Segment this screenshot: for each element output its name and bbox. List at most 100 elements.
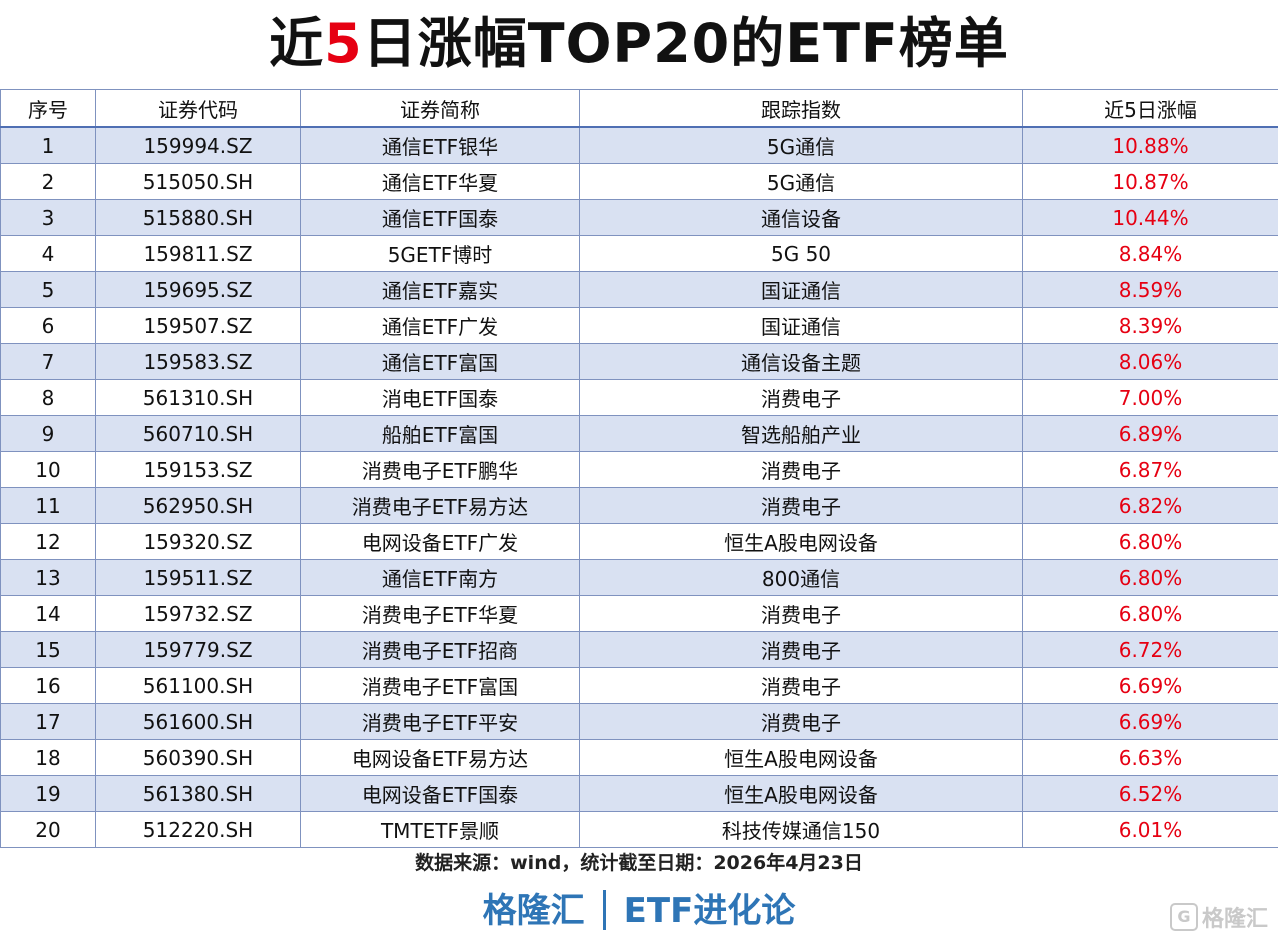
- rank-cell: 19: [0, 775, 96, 812]
- table-row: 6 159507.SZ 通信ETF广发 国证通信 8.39%: [0, 307, 1278, 344]
- index-cell: 5G 50: [579, 235, 1023, 272]
- name-cell: 消费电子ETF鹏华: [300, 451, 580, 488]
- rank-cell: 3: [0, 199, 96, 236]
- change-cell: 6.01%: [1022, 811, 1278, 848]
- code-cell: 159732.SZ: [95, 595, 301, 632]
- change-cell: 8.84%: [1022, 235, 1278, 272]
- index-cell: 5G通信: [579, 126, 1023, 164]
- code-cell: 159583.SZ: [95, 343, 301, 380]
- index-cell: 恒生A股电网设备: [579, 775, 1023, 812]
- name-cell: 5GETF博时: [300, 235, 580, 272]
- rank-cell: 15: [0, 631, 96, 668]
- name-cell: 消费电子ETF招商: [300, 631, 580, 668]
- code-cell: 159994.SZ: [95, 126, 301, 164]
- table-row: 5 159695.SZ 通信ETF嘉实 国证通信 8.59%: [0, 271, 1278, 308]
- rank-cell: 12: [0, 523, 96, 560]
- rank-cell: 17: [0, 703, 96, 740]
- rank-cell: 4: [0, 235, 96, 272]
- watermark-logo: G 格隆汇: [1169, 901, 1268, 933]
- table-row: 14 159732.SZ 消费电子ETF华夏 消费电子 6.80%: [0, 595, 1278, 632]
- rank-cell: 1: [0, 126, 96, 164]
- table-row: 13 159511.SZ 通信ETF南方 800通信 6.80%: [0, 559, 1278, 596]
- table-row: 20 512220.SH TMTETF景顺 科技传媒通信150 6.01%: [0, 811, 1278, 848]
- change-cell: 8.59%: [1022, 271, 1278, 308]
- table-row: 19 561380.SH 电网设备ETF国泰 恒生A股电网设备 6.52%: [0, 775, 1278, 812]
- table-row: 11 562950.SH 消费电子ETF易方达 消费电子 6.82%: [0, 487, 1278, 524]
- change-cell: 6.82%: [1022, 487, 1278, 524]
- table-row: 4 159811.SZ 5GETF博时 5G 50 8.84%: [0, 235, 1278, 272]
- change-cell: 6.63%: [1022, 739, 1278, 776]
- name-cell: 消费电子ETF华夏: [300, 595, 580, 632]
- rank-cell: 14: [0, 595, 96, 632]
- header-name: 证券简称: [300, 89, 580, 128]
- header-index: 跟踪指数: [579, 89, 1023, 128]
- name-cell: 通信ETF银华: [300, 126, 580, 164]
- brand-footer: 格隆汇 ETF进化论: [0, 887, 1278, 935]
- header-change: 近5日涨幅: [1022, 89, 1278, 128]
- index-cell: 恒生A股电网设备: [579, 523, 1023, 560]
- table-row: 8 561310.SH 消电ETF国泰 消费电子 7.00%: [0, 379, 1278, 416]
- title-highlight-number: 5: [324, 12, 363, 75]
- rank-cell: 11: [0, 487, 96, 524]
- index-cell: 消费电子: [579, 703, 1023, 740]
- name-cell: 消费电子ETF富国: [300, 667, 580, 704]
- brand-name: 格隆汇: [482, 891, 585, 931]
- name-cell: 消电ETF国泰: [300, 379, 580, 416]
- index-cell: 恒生A股电网设备: [579, 739, 1023, 776]
- code-cell: 159811.SZ: [95, 235, 301, 272]
- rank-cell: 6: [0, 307, 96, 344]
- rank-cell: 10: [0, 451, 96, 488]
- code-cell: 159153.SZ: [95, 451, 301, 488]
- table-header-row: 序号 证券代码 证券简称 跟踪指数 近5日涨幅: [0, 89, 1278, 128]
- index-cell: 消费电子: [579, 667, 1023, 704]
- index-cell: 消费电子: [579, 595, 1023, 632]
- code-cell: 562950.SH: [95, 487, 301, 524]
- rank-cell: 20: [0, 811, 96, 848]
- code-cell: 560390.SH: [95, 739, 301, 776]
- name-cell: 通信ETF广发: [300, 307, 580, 344]
- index-cell: 800通信: [579, 559, 1023, 596]
- code-cell: 561600.SH: [95, 703, 301, 740]
- index-cell: 通信设备: [579, 199, 1023, 236]
- change-cell: 6.69%: [1022, 667, 1278, 704]
- brand-column-name: ETF进化论: [623, 891, 796, 931]
- change-cell: 6.52%: [1022, 775, 1278, 812]
- table-row: 10 159153.SZ 消费电子ETF鹏华 消费电子 6.87%: [0, 451, 1278, 488]
- index-cell: 5G通信: [579, 163, 1023, 200]
- index-cell: 智选船舶产业: [579, 415, 1023, 452]
- table-row: 2 515050.SH 通信ETF华夏 5G通信 10.87%: [0, 163, 1278, 200]
- name-cell: 电网设备ETF广发: [300, 523, 580, 560]
- index-cell: 消费电子: [579, 487, 1023, 524]
- index-cell: 消费电子: [579, 379, 1023, 416]
- table-row: 7 159583.SZ 通信ETF富国 通信设备主题 8.06%: [0, 343, 1278, 380]
- code-cell: 159320.SZ: [95, 523, 301, 560]
- table-row: 18 560390.SH 电网设备ETF易方达 恒生A股电网设备 6.63%: [0, 739, 1278, 776]
- name-cell: 消费电子ETF平安: [300, 703, 580, 740]
- rank-cell: 8: [0, 379, 96, 416]
- code-cell: 159507.SZ: [95, 307, 301, 344]
- rank-cell: 9: [0, 415, 96, 452]
- table-row: 15 159779.SZ 消费电子ETF招商 消费电子 6.72%: [0, 631, 1278, 668]
- change-cell: 10.87%: [1022, 163, 1278, 200]
- name-cell: 通信ETF国泰: [300, 199, 580, 236]
- name-cell: 通信ETF华夏: [300, 163, 580, 200]
- name-cell: 通信ETF富国: [300, 343, 580, 380]
- name-cell: 消费电子ETF易方达: [300, 487, 580, 524]
- change-cell: 10.88%: [1022, 126, 1278, 164]
- code-cell: 159779.SZ: [95, 631, 301, 668]
- table-row: 1 159994.SZ 通信ETF银华 5G通信 10.88%: [0, 126, 1278, 164]
- change-cell: 8.39%: [1022, 307, 1278, 344]
- brand-separator: [602, 889, 606, 930]
- code-cell: 515050.SH: [95, 163, 301, 200]
- code-cell: 560710.SH: [95, 415, 301, 452]
- name-cell: TMTETF景顺: [300, 811, 580, 848]
- rank-cell: 7: [0, 343, 96, 380]
- code-cell: 561310.SH: [95, 379, 301, 416]
- name-cell: 通信ETF南方: [300, 559, 580, 596]
- change-cell: 6.69%: [1022, 703, 1278, 740]
- rank-cell: 5: [0, 271, 96, 308]
- change-cell: 7.00%: [1022, 379, 1278, 416]
- change-cell: 6.80%: [1022, 523, 1278, 560]
- watermark-text: 格隆汇: [1201, 907, 1268, 932]
- index-cell: 国证通信: [579, 307, 1023, 344]
